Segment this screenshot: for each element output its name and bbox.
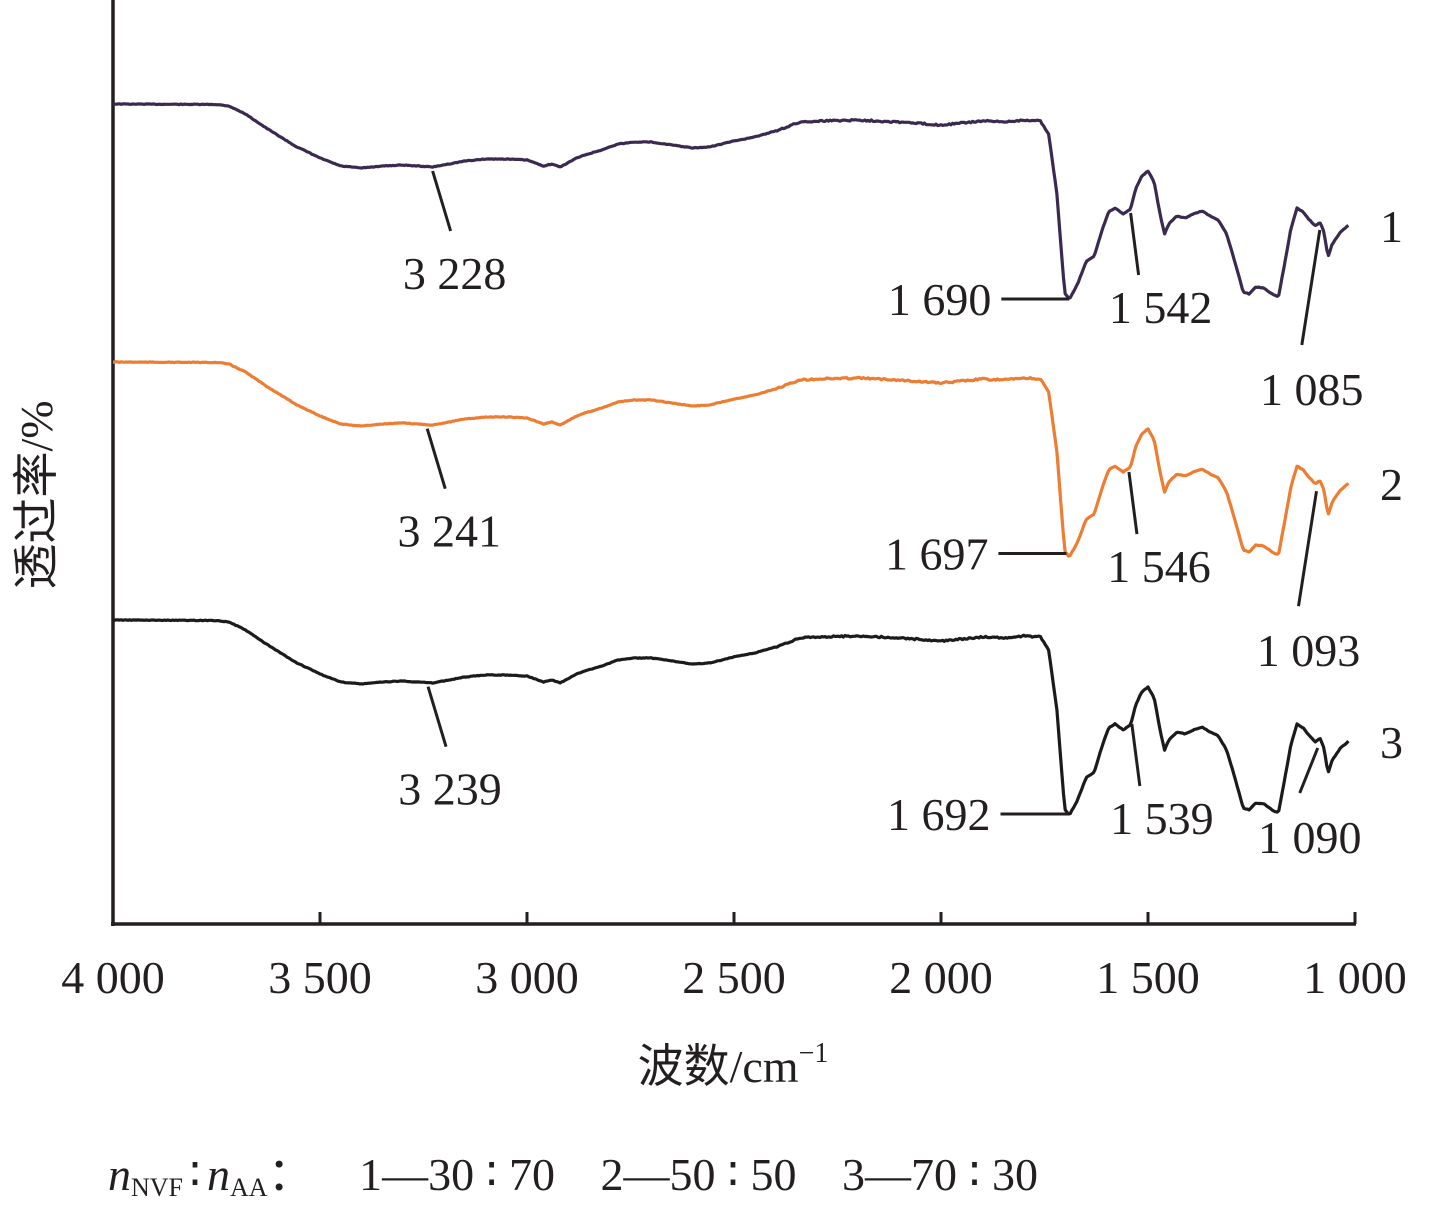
series-3-line — [112, 618, 1350, 816]
x-axis-title-sup: −1 — [799, 1038, 829, 1069]
x-tick-label: 3 500 — [268, 952, 372, 1003]
x-ticks: 4 000 3 500 3 000 2 500 2 000 1 500 1 000 — [61, 912, 1407, 1003]
ratio-legend: nNVF ∶ nAA： 1—30 ∶ 70 2—50 ∶ 50 3—70 ∶ 30 — [108, 1138, 1039, 1202]
peak-label: 1 546 — [1107, 541, 1211, 592]
peak-leader — [426, 686, 448, 748]
peak-leader — [425, 428, 447, 490]
legend-n-aa: nAA — [207, 1149, 268, 1202]
peak-leader — [1298, 747, 1320, 794]
peak-label: 1 085 — [1260, 364, 1364, 415]
series-1-label: 1 — [1380, 201, 1403, 252]
peak-leader — [431, 170, 453, 232]
series-2-line — [113, 360, 1350, 558]
legend-colon: ∶ — [189, 1149, 201, 1200]
peak-label: 1 542 — [1109, 282, 1213, 333]
legend-item-2: 2—50 ∶ 50 — [600, 1149, 797, 1200]
x-tick-label: 2 000 — [889, 952, 993, 1003]
legend-item-1: 1—30 ∶ 70 — [359, 1149, 556, 1200]
peak-label: 3 228 — [403, 248, 507, 299]
peak-label: 1 690 — [888, 274, 992, 325]
legend-n-nvf: nNVF — [108, 1149, 184, 1202]
peak-label: 1 692 — [887, 789, 991, 840]
x-tick-label: 4 000 — [61, 952, 165, 1003]
peak-label: 1 697 — [885, 529, 989, 580]
y-axis-title: 透过率/% — [11, 400, 62, 589]
peak-label: 3 239 — [398, 764, 502, 815]
x-tick-label: 1 500 — [1096, 952, 1200, 1003]
peak-leader — [1127, 471, 1139, 535]
series-group — [112, 102, 1350, 816]
series-2-label: 2 — [1380, 459, 1403, 510]
peak-label: 1 090 — [1258, 812, 1362, 863]
peak-leader — [1129, 212, 1141, 276]
x-axis-title: 波数/cm−1 — [638, 1038, 829, 1092]
legend-colon-2: ： — [267, 1149, 314, 1200]
series-3-label: 3 — [1380, 717, 1403, 768]
peak-label: 3 241 — [397, 506, 501, 557]
peak-label: 1 539 — [1110, 793, 1214, 844]
series-1-line — [113, 102, 1350, 300]
ftir-chart: 4 000 3 500 3 000 2 500 2 000 1 500 1 000 1 3 2… — [11, 0, 1407, 1092]
peak-annotations: 1 3 228 1 690 1 542 1 085 2 3 241 1 697 1 546 1 0… — [397, 170, 1403, 863]
x-tick-label: 1 000 — [1303, 952, 1407, 1003]
peak-leader — [1300, 229, 1322, 346]
peak-leader — [1297, 490, 1318, 607]
x-tick-label: 2 500 — [682, 952, 786, 1003]
peak-label: 1 093 — [1257, 625, 1361, 676]
x-tick-label: 3 000 — [475, 952, 579, 1003]
legend-item-3: 3—70 ∶ 30 — [842, 1149, 1039, 1200]
axes — [111, 0, 1356, 926]
peak-leader — [1130, 723, 1142, 787]
